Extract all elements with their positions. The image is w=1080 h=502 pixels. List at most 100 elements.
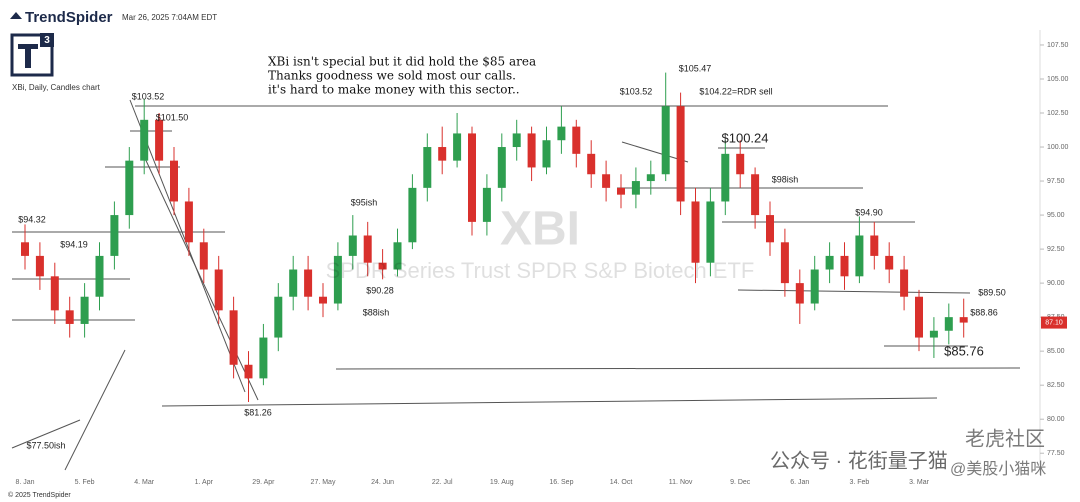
x-tick-label: 1. Apr bbox=[195, 479, 214, 486]
y-tick-label: 95.00 bbox=[1047, 212, 1065, 219]
logo: 3 bbox=[10, 12, 54, 77]
x-tick-label: 5. Feb bbox=[75, 479, 95, 486]
watermark-name: SPDR Series Trust SPDR S&P Biotech ETF bbox=[326, 258, 755, 283]
brand: TrendSpider bbox=[25, 9, 113, 26]
y-tick-label: 97.50 bbox=[1047, 178, 1065, 185]
candle-body bbox=[885, 255, 894, 270]
candle-body bbox=[929, 330, 938, 338]
plot bbox=[21, 72, 968, 403]
chart-label: XBi, Daily, Candles chart bbox=[12, 83, 101, 92]
y-tick-label: 100.00 bbox=[1047, 144, 1069, 151]
candle-body bbox=[423, 147, 432, 188]
annotation: $85.76 bbox=[944, 343, 984, 358]
candle-body bbox=[408, 187, 417, 243]
candle-body bbox=[587, 153, 596, 175]
watermark: 公众号 · 花街量子猫 bbox=[770, 449, 948, 472]
candle-body bbox=[244, 364, 253, 379]
y-tick-label: 107.50 bbox=[1047, 42, 1069, 49]
candle-body bbox=[646, 174, 655, 182]
x-tick-label: 4. Mar bbox=[134, 479, 155, 486]
annotation: $103.52 bbox=[132, 91, 165, 101]
annotation: $88.86 bbox=[970, 307, 998, 317]
candle-body bbox=[95, 255, 104, 297]
candle-body bbox=[870, 235, 879, 256]
candle-body bbox=[736, 153, 745, 175]
x-tick-label: 16. Sep bbox=[549, 479, 573, 486]
candle-body bbox=[140, 119, 149, 161]
watermark-symbol: XBI bbox=[500, 203, 580, 256]
svg-text:3: 3 bbox=[44, 35, 50, 46]
x-tick-label: 3. Mar bbox=[909, 479, 930, 486]
candle-body bbox=[378, 262, 387, 270]
candle-body bbox=[170, 160, 178, 202]
candle-body bbox=[527, 133, 536, 168]
candle-body bbox=[35, 255, 44, 277]
annotation: $89.50 bbox=[978, 287, 1006, 297]
annotation: $88ish bbox=[363, 307, 390, 317]
candle-body bbox=[65, 310, 74, 324]
candle-body bbox=[766, 215, 774, 243]
candle-body bbox=[840, 255, 849, 277]
candle-body bbox=[259, 337, 268, 379]
note: Thanks goodness we sold most our calls. bbox=[268, 69, 516, 83]
y-tick-label: 105.00 bbox=[1047, 76, 1069, 83]
candle-body bbox=[110, 215, 119, 256]
candle-body bbox=[602, 174, 611, 188]
candle-body bbox=[393, 242, 402, 270]
x-tick-label: 8. Jan bbox=[15, 479, 34, 486]
candle-body bbox=[214, 269, 223, 311]
candle-body bbox=[810, 269, 819, 304]
candle-body bbox=[631, 181, 640, 195]
annotation: $98ish bbox=[772, 174, 799, 184]
drawn-lines bbox=[11, 99, 1021, 471]
annotation: $104.22=RDR sell bbox=[699, 86, 772, 96]
candle-body bbox=[542, 140, 551, 168]
note: it's hard to make money with this sector… bbox=[268, 83, 520, 97]
candle-body bbox=[453, 133, 462, 161]
candle-body bbox=[691, 201, 700, 263]
x-tick-label: 9. Dec bbox=[730, 479, 751, 486]
timestamp: Mar 26, 2025 7:04AM EDT bbox=[122, 13, 217, 22]
x-tick-label: 6. Jan bbox=[790, 479, 809, 486]
price-tag bbox=[1041, 316, 1067, 329]
x-tick-label: 27. May bbox=[311, 479, 336, 486]
candle-body bbox=[304, 269, 313, 297]
y-tick-label: 92.50 bbox=[1047, 246, 1065, 253]
candle-body bbox=[497, 147, 506, 188]
candle-body bbox=[780, 242, 789, 284]
candle-body bbox=[855, 235, 864, 277]
y-tick-label: 80.00 bbox=[1047, 416, 1065, 423]
y-tick-label: 85.00 bbox=[1047, 348, 1065, 355]
candle-body bbox=[512, 133, 521, 148]
candle-body bbox=[557, 126, 566, 141]
x-tick-label: 29. Apr bbox=[252, 479, 275, 486]
candle-body bbox=[572, 126, 581, 154]
annotation: $105.47 bbox=[679, 63, 712, 73]
x-tick-label: 22. Jul bbox=[432, 479, 453, 486]
candle-body bbox=[21, 242, 29, 256]
candle-body bbox=[944, 317, 953, 331]
candle-body bbox=[184, 201, 193, 243]
candle-body bbox=[959, 317, 968, 323]
annotation: $101.50 bbox=[156, 112, 189, 122]
candle-body bbox=[721, 153, 730, 202]
annotation: $94.90 bbox=[855, 207, 883, 217]
candle-body bbox=[50, 276, 59, 311]
candle-body bbox=[125, 160, 134, 216]
annotation: $100.24 bbox=[722, 130, 769, 145]
candle-body bbox=[229, 310, 238, 365]
candle-body bbox=[795, 283, 804, 304]
candle-body bbox=[676, 106, 685, 202]
watermark: 老虎社区 bbox=[965, 427, 1045, 450]
y-tick-label: 102.50 bbox=[1047, 110, 1069, 117]
candle-body bbox=[900, 269, 909, 297]
y-tick-label: 82.50 bbox=[1047, 382, 1065, 389]
candle-body bbox=[468, 133, 476, 222]
y-tick-label: 77.50 bbox=[1047, 450, 1065, 457]
annotation: $94.32 bbox=[18, 214, 46, 224]
x-tick-label: 24. Jun bbox=[371, 479, 394, 486]
footer: © 2025 TrendSpider bbox=[8, 491, 71, 499]
candle-body bbox=[333, 255, 342, 304]
